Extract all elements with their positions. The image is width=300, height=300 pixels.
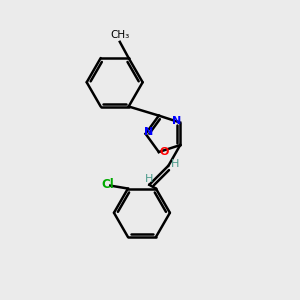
Text: Cl: Cl	[101, 178, 114, 190]
Text: O: O	[159, 147, 169, 157]
Text: N: N	[172, 116, 181, 126]
Text: N: N	[145, 127, 154, 137]
Text: CH₃: CH₃	[110, 30, 129, 40]
Text: H: H	[145, 174, 154, 184]
Text: H: H	[171, 159, 179, 169]
